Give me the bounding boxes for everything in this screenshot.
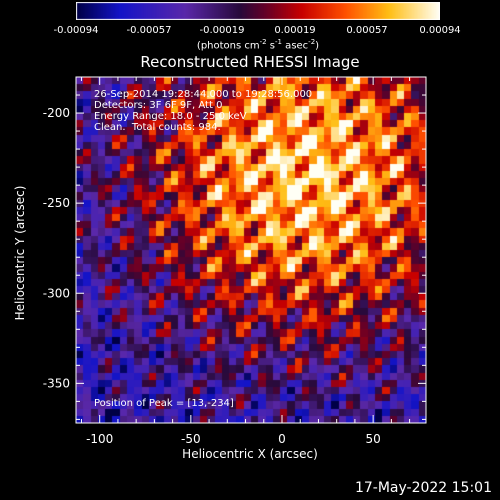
colorbar-tick: 0.00019 — [274, 25, 316, 36]
detectors-label: Detectors: 3F 6F 9F, Att 0 — [94, 100, 223, 111]
peak-position-label: Position of Peak = [13,-234] — [94, 398, 234, 409]
x-tick-label: 0 — [278, 432, 286, 446]
heatmap-image — [76, 77, 426, 423]
colorbar-unit: (photons cm-2 s-1 asec-2) — [196, 38, 320, 52]
y-tick-label: -350 — [43, 376, 70, 390]
colorbar-tick: -0.00057 — [126, 25, 172, 36]
tick-labels: -100 -50 0 50 -200 -250 -300 -350 — [43, 106, 381, 446]
colorbar-tick: 0.00094 — [419, 25, 461, 36]
time-range-label: 26-Sep-2014 19:28:44.000 to 19:28:56.000 — [94, 89, 313, 100]
y-tick-label: -250 — [43, 196, 70, 210]
colorbar-tick: -0.00019 — [199, 25, 245, 36]
x-tick-label: -100 — [86, 432, 113, 446]
clean-counts-label: Clean. Total counts: 984. — [94, 122, 221, 133]
y-tick-label: -300 — [43, 286, 70, 300]
y-axis-label: Heliocentric Y (arcsec) — [13, 185, 27, 321]
plot-frame — [75, 76, 427, 424]
axes — [75, 76, 427, 424]
x-axis-label: Heliocentric X (arcsec) — [182, 447, 318, 461]
x-tick-label: -50 — [181, 432, 201, 446]
timestamp: 17-May-2022 15:01 — [354, 480, 492, 496]
colorbar-tick: -0.00094 — [53, 25, 99, 36]
energy-range-label: Energy Range: 18.0 - 25.0 keV — [94, 111, 247, 122]
x-tick-label: 50 — [365, 432, 380, 446]
colorbar — [76, 2, 440, 20]
y-tick-label: -200 — [43, 106, 70, 120]
colorbar-tick: 0.00057 — [346, 25, 388, 36]
chart-title: Reconstructed RHESSI Image — [140, 53, 360, 71]
